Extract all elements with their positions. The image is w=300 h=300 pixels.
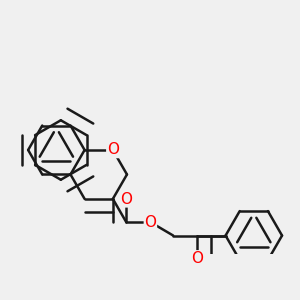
Text: O: O <box>144 214 156 230</box>
Text: O: O <box>120 192 132 207</box>
Text: O: O <box>107 142 119 158</box>
Text: O: O <box>191 251 203 266</box>
